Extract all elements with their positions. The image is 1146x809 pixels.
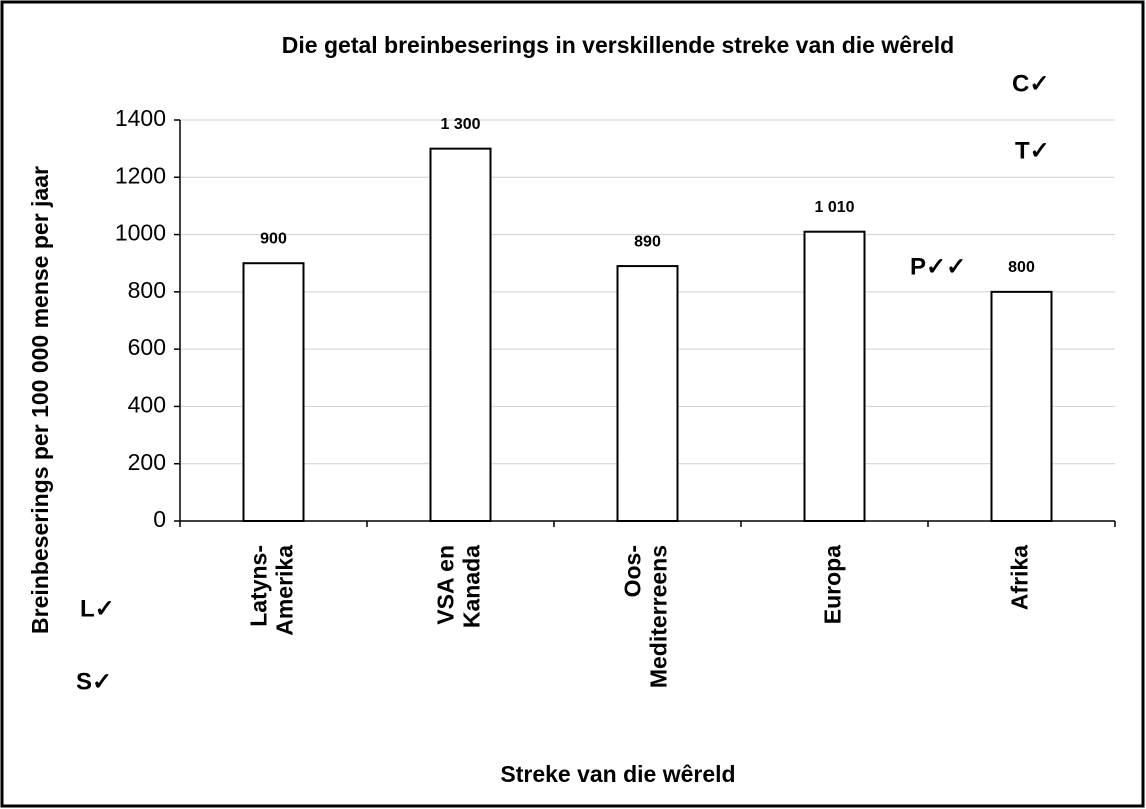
bar <box>242 262 305 522</box>
bar <box>990 290 1053 522</box>
value-label: 900 <box>260 230 287 247</box>
x-tick-label-line: Afrika <box>1007 545 1033 610</box>
x-tick-label: VSA enKanada <box>433 545 485 628</box>
x-tick-label-line: Mediterreens <box>646 545 672 688</box>
value-label: 1 010 <box>814 199 854 216</box>
value-label: 890 <box>634 233 661 250</box>
annotation: P✓✓ <box>910 253 966 280</box>
y-tick-label: 1000 <box>115 220 166 246</box>
y-tick-label: 600 <box>128 334 166 360</box>
y-tick-label: 200 <box>128 449 166 475</box>
x-tick-label: Oos-Mediterreens <box>620 545 672 688</box>
annotation: T✓ <box>1015 137 1050 164</box>
x-axis-label: Streke van die wêreld <box>500 761 735 787</box>
x-tick-label: Latyns-Amerika <box>246 545 298 636</box>
bar <box>429 147 492 522</box>
y-tick-label: 400 <box>128 392 166 418</box>
bar <box>803 230 866 522</box>
x-tick-label-line: VSA en <box>433 545 459 625</box>
y-tick-label: 1200 <box>115 162 166 188</box>
annotation: L✓ <box>80 595 115 622</box>
x-tick-label-line: Europa <box>820 545 846 624</box>
y-axis-label: Breinbeserings per 100 000 mense per jaa… <box>27 166 53 634</box>
y-tick-label: 0 <box>153 506 166 532</box>
value-label: 1 300 <box>440 116 480 133</box>
x-tick-label-line: Latyns- <box>246 545 272 627</box>
x-tick-label-line: Kanada <box>459 545 485 628</box>
x-tick-label-line: Amerika <box>272 545 298 636</box>
chart-title: Die getal breinbeserings in verskillende… <box>282 32 954 58</box>
y-tick-label: 800 <box>128 277 166 303</box>
x-tick-label: Afrika <box>1007 545 1033 610</box>
value-label: 800 <box>1008 259 1035 276</box>
bar <box>616 265 679 523</box>
annotation: C✓ <box>1012 70 1049 97</box>
annotation: S✓ <box>76 668 112 695</box>
y-tick-label: 1400 <box>115 105 166 131</box>
x-tick-label-line: Oos- <box>620 545 646 597</box>
x-tick-label: Europa <box>820 545 846 624</box>
